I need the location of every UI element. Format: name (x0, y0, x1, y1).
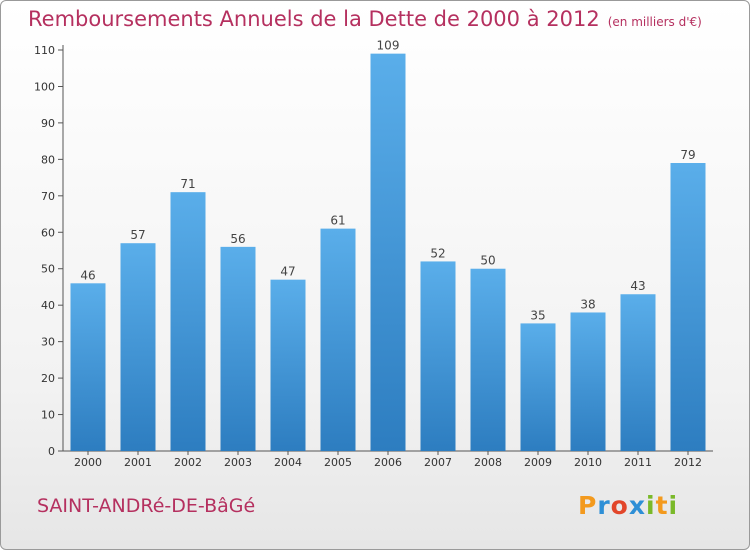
bar-value-label: 43 (630, 279, 645, 293)
x-tick-label: 2008 (474, 456, 502, 469)
y-tick-label: 100 (34, 80, 55, 93)
x-tick-label: 2005 (324, 456, 352, 469)
bar (620, 294, 656, 451)
bar (420, 261, 456, 451)
bar-value-label: 35 (530, 308, 545, 322)
bar (320, 228, 356, 451)
bar-value-label: 57 (130, 228, 145, 242)
bar (470, 268, 506, 451)
proxiti-logo: Proxiti (578, 491, 679, 520)
x-tick-label: 2003 (224, 456, 252, 469)
bar-value-label: 50 (480, 254, 495, 268)
bar-value-label: 61 (330, 214, 345, 228)
bar-value-label: 38 (580, 297, 595, 311)
bar (370, 53, 406, 452)
bar (570, 312, 606, 451)
y-tick-label: 10 (41, 409, 55, 422)
bar (220, 246, 256, 451)
chart-title: Remboursements Annuels de la Dette de 20… (28, 7, 702, 31)
x-tick-label: 2010 (574, 456, 602, 469)
x-tick-label: 2001 (124, 456, 152, 469)
chart-unit: (en milliers d'€) (607, 15, 702, 29)
bar (170, 192, 206, 451)
x-tick-label: 2011 (624, 456, 652, 469)
y-tick-label: 110 (34, 44, 55, 57)
bar-value-label: 71 (180, 177, 195, 191)
x-tick-label: 2004 (274, 456, 302, 469)
bar-value-label: 79 (680, 148, 695, 162)
y-tick-label: 20 (41, 372, 55, 385)
x-tick-label: 2000 (74, 456, 102, 469)
bar (670, 163, 706, 451)
y-tick-label: 50 (41, 263, 55, 276)
y-tick-label: 30 (41, 336, 55, 349)
bar-value-label: 46 (80, 268, 95, 282)
commune-name: SAINT-ANDRé-DE-BâGé (37, 495, 256, 517)
x-tick-label: 2007 (424, 456, 452, 469)
x-tick-label: 2002 (174, 456, 202, 469)
bar (270, 279, 306, 451)
chart-title-main: Remboursements Annuels de la Dette de 20… (28, 7, 600, 31)
bar-value-label: 52 (430, 246, 445, 260)
bar (70, 283, 106, 451)
bar-value-label: 47 (280, 265, 295, 279)
y-tick-label: 90 (41, 117, 55, 130)
y-tick-label: 80 (41, 153, 55, 166)
x-tick-label: 2009 (524, 456, 552, 469)
bar (520, 323, 556, 451)
bar-value-label: 109 (377, 39, 400, 53)
x-tick-label: 2012 (674, 456, 702, 469)
y-tick-label: 0 (48, 445, 55, 458)
y-tick-label: 60 (41, 226, 55, 239)
y-tick-label: 70 (41, 190, 55, 203)
y-tick-label: 40 (41, 299, 55, 312)
x-tick-label: 2006 (374, 456, 402, 469)
bar-value-label: 56 (230, 232, 245, 246)
bar (120, 243, 156, 451)
